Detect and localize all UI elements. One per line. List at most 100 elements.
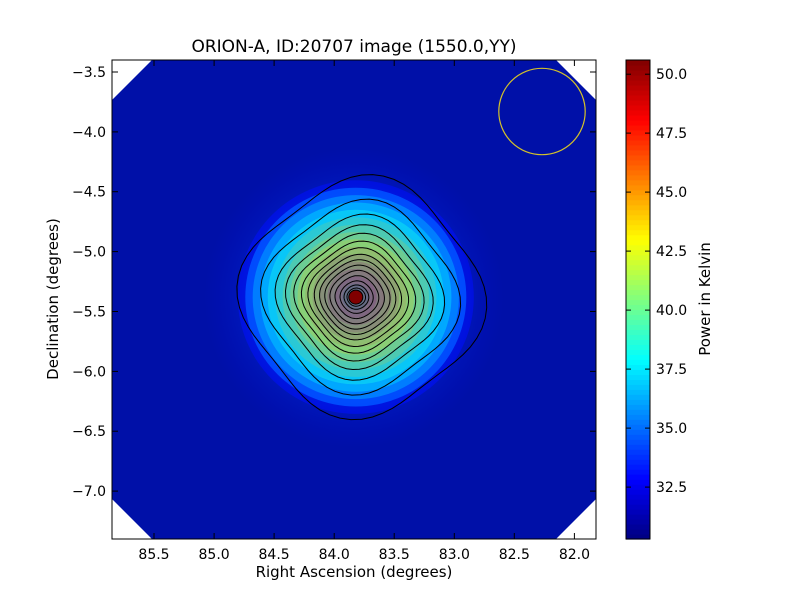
colorbar-segment <box>626 454 650 460</box>
y-axis-label: Declination (degrees) <box>44 218 62 380</box>
x-tick-label: 83.5 <box>379 547 410 563</box>
colorbar-segment <box>626 384 650 390</box>
colorbar-frame <box>625 59 651 540</box>
colorbar-segment <box>626 194 650 201</box>
x-tick-label: 85.5 <box>138 547 169 563</box>
colorbar-segment <box>626 89 650 96</box>
colorbar-segment <box>626 209 650 216</box>
colorbar-segment <box>626 309 650 316</box>
y-tick-label: −6.0 <box>72 364 106 380</box>
colorbar-segment <box>626 109 650 116</box>
colorbar-segment <box>626 274 650 281</box>
colorbar-segment <box>626 519 650 525</box>
colorbar-segment <box>626 484 650 490</box>
colorbar-segment <box>626 199 650 206</box>
colorbar-segment <box>626 494 650 500</box>
colorbar-segment <box>626 284 650 291</box>
y-tick-label: −3.5 <box>72 65 106 81</box>
colorbar-segment <box>626 379 650 385</box>
y-tick-label: −4.5 <box>72 185 106 201</box>
colorbar-segment <box>626 189 650 196</box>
colorbar-segment <box>626 319 650 326</box>
colorbar-tick-label: 35.0 <box>656 421 687 437</box>
colorbar-segment <box>626 219 650 226</box>
contour-line <box>324 264 391 330</box>
y-tick-label: −6.5 <box>72 424 106 440</box>
x-tick-label: 82.0 <box>559 547 590 563</box>
y-tick-label: −5.0 <box>72 245 106 261</box>
contour-line <box>319 259 397 336</box>
colorbar-segment <box>626 529 650 535</box>
contour-line <box>274 213 446 381</box>
contour-line <box>343 284 370 310</box>
colorbar-segment <box>626 249 650 256</box>
contour-line <box>293 232 425 362</box>
colorbar-segment <box>626 179 650 186</box>
colorbar-segment <box>626 534 650 540</box>
colorbar-segment <box>626 474 650 480</box>
colorbar-segment <box>626 424 650 430</box>
colorbar-segment <box>626 509 650 515</box>
colorbar-segment <box>626 169 650 176</box>
colorbar-segment <box>626 254 650 261</box>
colorbar-segment <box>626 449 650 455</box>
colorbar-segment <box>626 60 650 66</box>
colorbar-label: Power in Kelvin <box>696 242 714 356</box>
colorbar-segment <box>626 514 650 520</box>
colorbar-segment <box>626 479 650 485</box>
colorbar-segment <box>626 259 650 266</box>
colorbar-segment <box>626 114 650 121</box>
colorbar-segment <box>626 289 650 296</box>
colorbar-segment <box>626 134 650 141</box>
colorbar-tick-label: 50.0 <box>656 67 687 83</box>
y-tick-label: −7.0 <box>72 484 106 500</box>
colorbar-segment <box>626 104 650 111</box>
colorbar-segment <box>626 524 650 530</box>
contour-line <box>260 198 462 396</box>
colorbar-segment <box>626 359 650 365</box>
colorbar-segment <box>626 154 650 161</box>
colorbar-segment <box>626 174 650 181</box>
colorbar-segment <box>626 204 650 211</box>
colorbar-tick-label: 32.5 <box>656 480 687 496</box>
colorbar-segment <box>626 459 650 465</box>
colorbar-segment <box>626 429 650 435</box>
colorbar-segment <box>626 229 650 236</box>
colorbar-segment <box>626 84 650 91</box>
x-tick-label: 85.0 <box>199 547 230 563</box>
colorbar-segment <box>626 129 650 136</box>
x-tick-label: 83.0 <box>439 547 470 563</box>
colorbar-segment <box>626 414 650 420</box>
colorbar-segment <box>626 79 650 86</box>
colorbar-segment <box>626 149 650 156</box>
colorbar-segment <box>626 394 650 400</box>
colorbar-segment <box>626 504 650 510</box>
colorbar-segment <box>626 239 650 246</box>
colorbar-segment <box>626 464 650 470</box>
x-tick-label: 82.5 <box>499 547 530 563</box>
contour-line <box>284 224 434 371</box>
colorbar-segment <box>626 94 650 101</box>
colorbar-tick-label: 47.5 <box>656 126 687 142</box>
colorbar-segment <box>626 159 650 166</box>
plot-area <box>112 60 596 539</box>
colorbar-segment <box>626 404 650 410</box>
colorbar-segment <box>626 214 650 221</box>
contour-line <box>339 280 374 314</box>
chart-title: ORION-A, ID:20707 image (1550.0,YY) <box>191 37 516 57</box>
colorbar-segment <box>626 339 650 346</box>
contour-line <box>307 247 410 348</box>
x-tick-label: 84.5 <box>259 547 290 563</box>
y-axis: −3.5 −4.0 −4.5 −5.0 −5.5 −6.0 −6.5 −7.0 <box>72 65 596 500</box>
colorbar-tick-label: 37.5 <box>656 362 687 378</box>
colorbar-segment <box>626 184 650 191</box>
colorbar-segment <box>626 419 650 425</box>
x-axis-label: Right Ascension (degrees) <box>256 563 453 581</box>
colorbar-segment <box>626 434 650 440</box>
colorbar-segment <box>626 444 650 450</box>
colorbar-segment <box>626 354 650 360</box>
colorbar-segment <box>626 314 650 321</box>
colorbar-segment <box>626 334 650 341</box>
beam-circle <box>498 67 586 156</box>
